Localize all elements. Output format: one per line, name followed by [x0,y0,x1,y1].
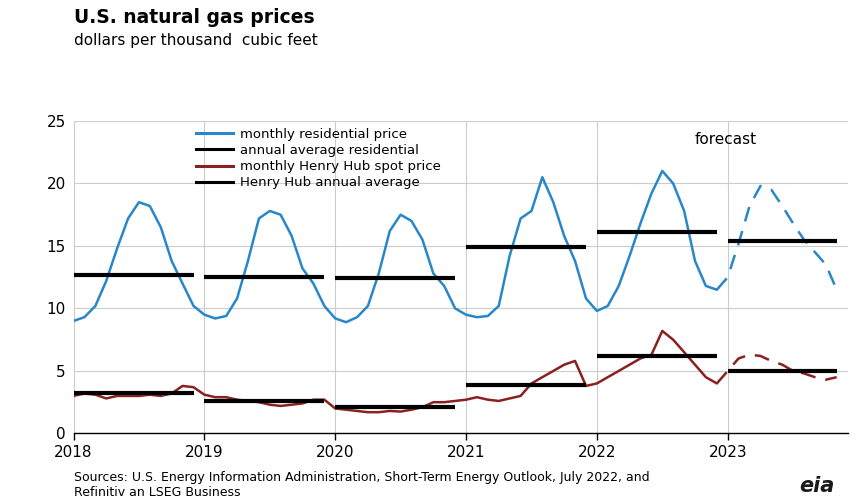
Text: Sources: U.S. Energy Information Administration, Short-Term Energy Outlook, July: Sources: U.S. Energy Information Adminis… [74,471,649,499]
Text: dollars per thousand  cubic feet: dollars per thousand cubic feet [74,33,317,48]
Text: forecast: forecast [695,132,757,147]
Text: eia: eia [799,476,835,496]
Legend: monthly residential price, annual average residential, monthly Henry Hub spot pr: monthly residential price, annual averag… [196,128,440,190]
Text: U.S. natural gas prices: U.S. natural gas prices [74,8,314,27]
